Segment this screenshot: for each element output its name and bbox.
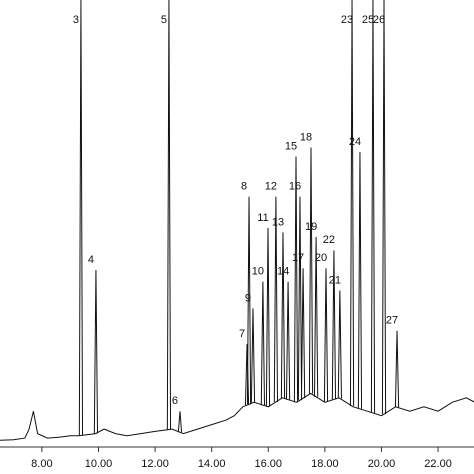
peak [323, 268, 329, 402]
peak-label: 19 [305, 221, 317, 233]
peak-label: 25 [362, 14, 374, 26]
peak-label: 10 [252, 266, 264, 278]
peak [246, 196, 252, 405]
peak [285, 281, 291, 400]
peak [300, 268, 306, 399]
peak [78, 0, 84, 436]
peak [337, 290, 342, 399]
x-tick-label: 22.00 [424, 458, 452, 470]
peak [308, 147, 314, 394]
peak-label: 21 [329, 274, 341, 286]
peak [293, 156, 299, 403]
peak-label: 6 [172, 395, 178, 407]
peak [273, 196, 279, 402]
peak [297, 196, 303, 401]
peak [331, 250, 337, 400]
x-tick-label: 16.00 [255, 458, 283, 470]
peak-label: 12 [265, 181, 277, 193]
peak-label: 5 [161, 14, 167, 26]
peak-label: 11 [257, 212, 268, 224]
peak [244, 344, 250, 406]
peak-label: 9 [245, 292, 251, 304]
peak-label: 3 [73, 14, 79, 26]
peak-label: 15 [285, 140, 297, 152]
peak-label: 13 [272, 216, 284, 228]
peak-label: 27 [386, 315, 398, 327]
x-tick-label: 10.00 [85, 458, 113, 470]
peak-label: 7 [239, 328, 245, 340]
peak [260, 281, 265, 406]
peak [265, 227, 271, 407]
peak [93, 269, 99, 434]
peak-label: 22 [323, 234, 335, 246]
x-tick-label: 14.00 [198, 458, 226, 470]
peak [370, 0, 376, 414]
peak-label: 26 [373, 14, 385, 26]
peak [313, 236, 319, 397]
peak [381, 0, 387, 415]
peak [357, 151, 363, 409]
x-tick-label: 12.00 [141, 458, 169, 470]
peak [177, 411, 183, 433]
peak-label: 4 [88, 254, 94, 266]
x-tick-label: 20.00 [368, 458, 396, 470]
peak-label: 16 [289, 181, 301, 193]
peak [394, 330, 400, 408]
baseline-trace [0, 392, 474, 441]
x-tick-label: 8.00 [31, 458, 52, 470]
peak [166, 0, 172, 430]
peak-label: 17 [292, 252, 304, 264]
peak [280, 232, 286, 399]
peak-label: 8 [241, 181, 247, 193]
peak [349, 0, 355, 407]
peak-label: 23 [341, 14, 353, 26]
peak-label: 18 [300, 131, 312, 143]
peak-label: 24 [349, 136, 361, 148]
x-tick-label: 18.00 [311, 458, 339, 470]
peak [250, 308, 256, 403]
peak-label: 20 [315, 252, 327, 264]
peak-label: 14 [277, 266, 289, 278]
